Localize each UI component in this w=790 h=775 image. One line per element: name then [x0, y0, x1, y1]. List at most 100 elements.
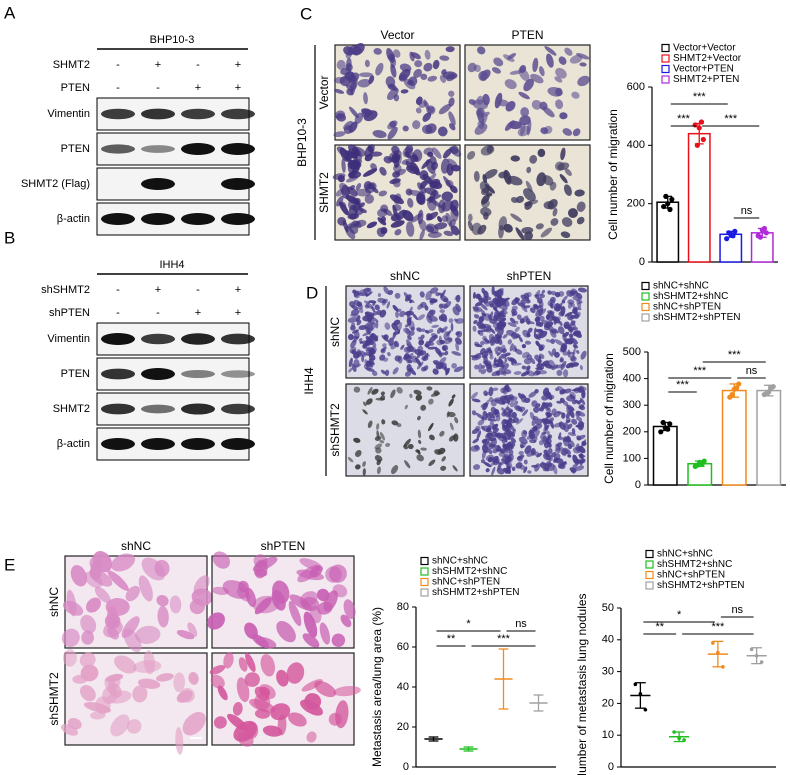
data-point [732, 228, 738, 234]
cell [485, 433, 490, 440]
cell [385, 442, 391, 447]
cell [121, 616, 140, 638]
cell [550, 218, 559, 226]
cell [577, 386, 587, 392]
y-tick-label: 20 [397, 721, 409, 733]
cell [366, 287, 372, 293]
cell [578, 454, 586, 458]
significance-label: *** [711, 621, 725, 633]
cell [579, 365, 583, 371]
cell [438, 199, 446, 214]
cell [368, 358, 375, 366]
cell [244, 622, 258, 640]
cell [454, 416, 459, 424]
cell [366, 327, 374, 333]
cell [477, 224, 487, 235]
cell [377, 293, 382, 297]
cell [393, 319, 401, 326]
cell [507, 53, 517, 60]
cell [513, 344, 518, 352]
cell [374, 443, 382, 450]
significance-label: *** [497, 633, 511, 645]
cell [492, 448, 498, 454]
band [101, 144, 135, 154]
cell [398, 68, 411, 81]
cell [408, 345, 417, 353]
data-point [734, 385, 740, 391]
cell [442, 148, 452, 159]
cell [493, 57, 504, 67]
cell [482, 335, 488, 342]
cell [380, 369, 387, 375]
cell [438, 103, 452, 115]
cell [362, 461, 366, 467]
cell [379, 432, 385, 441]
cell [411, 355, 418, 363]
cell [328, 712, 342, 726]
cell [565, 406, 575, 412]
cell [482, 438, 490, 446]
cell [351, 146, 366, 157]
cell [420, 301, 427, 308]
cell [95, 696, 111, 714]
cell [394, 355, 401, 362]
band-label: Vimentin [47, 108, 90, 120]
cell [486, 145, 494, 154]
cell [387, 352, 391, 357]
sign: - [116, 82, 120, 94]
cell [404, 371, 412, 377]
cell [418, 439, 422, 444]
significance-label: * [677, 609, 682, 621]
cell [580, 350, 587, 360]
cell [538, 315, 545, 322]
cell [539, 294, 545, 299]
cell [432, 59, 440, 70]
y-axis-label: Number of metastasis lung nodules [575, 593, 589, 775]
cell [511, 308, 518, 316]
cell [549, 181, 557, 191]
cell [484, 347, 492, 354]
cell [567, 454, 572, 458]
cell [515, 406, 521, 410]
band [141, 368, 175, 380]
cell [476, 430, 482, 440]
cell [455, 303, 462, 312]
cell [169, 595, 182, 614]
cell [490, 406, 498, 416]
cell [498, 171, 508, 179]
cell [481, 444, 489, 454]
cell [570, 319, 576, 328]
cell [474, 343, 483, 348]
cell [350, 322, 356, 327]
cell [440, 326, 448, 334]
cell [217, 685, 228, 701]
cell [443, 230, 454, 237]
cell [426, 223, 439, 234]
cell [347, 317, 358, 323]
band [141, 333, 175, 345]
cell [382, 298, 388, 304]
cell [554, 161, 565, 171]
cell [445, 46, 455, 53]
sign: + [155, 59, 161, 71]
cell [380, 216, 386, 223]
cell [527, 470, 532, 474]
cell [504, 458, 511, 465]
cell [426, 196, 437, 211]
band-label: β-actin [57, 438, 90, 450]
cell [488, 386, 494, 397]
cell [387, 126, 398, 140]
band [221, 333, 255, 345]
cell [363, 401, 367, 407]
cell [562, 295, 568, 302]
cell [538, 344, 545, 352]
y-tick-label: 0 [403, 761, 409, 773]
cell [442, 71, 458, 80]
cell [525, 317, 531, 325]
cell-line: IHH4 [159, 259, 184, 271]
data-point [759, 660, 764, 664]
cell [534, 290, 541, 298]
cell [579, 62, 587, 67]
cell [444, 350, 449, 356]
cell [534, 451, 540, 457]
